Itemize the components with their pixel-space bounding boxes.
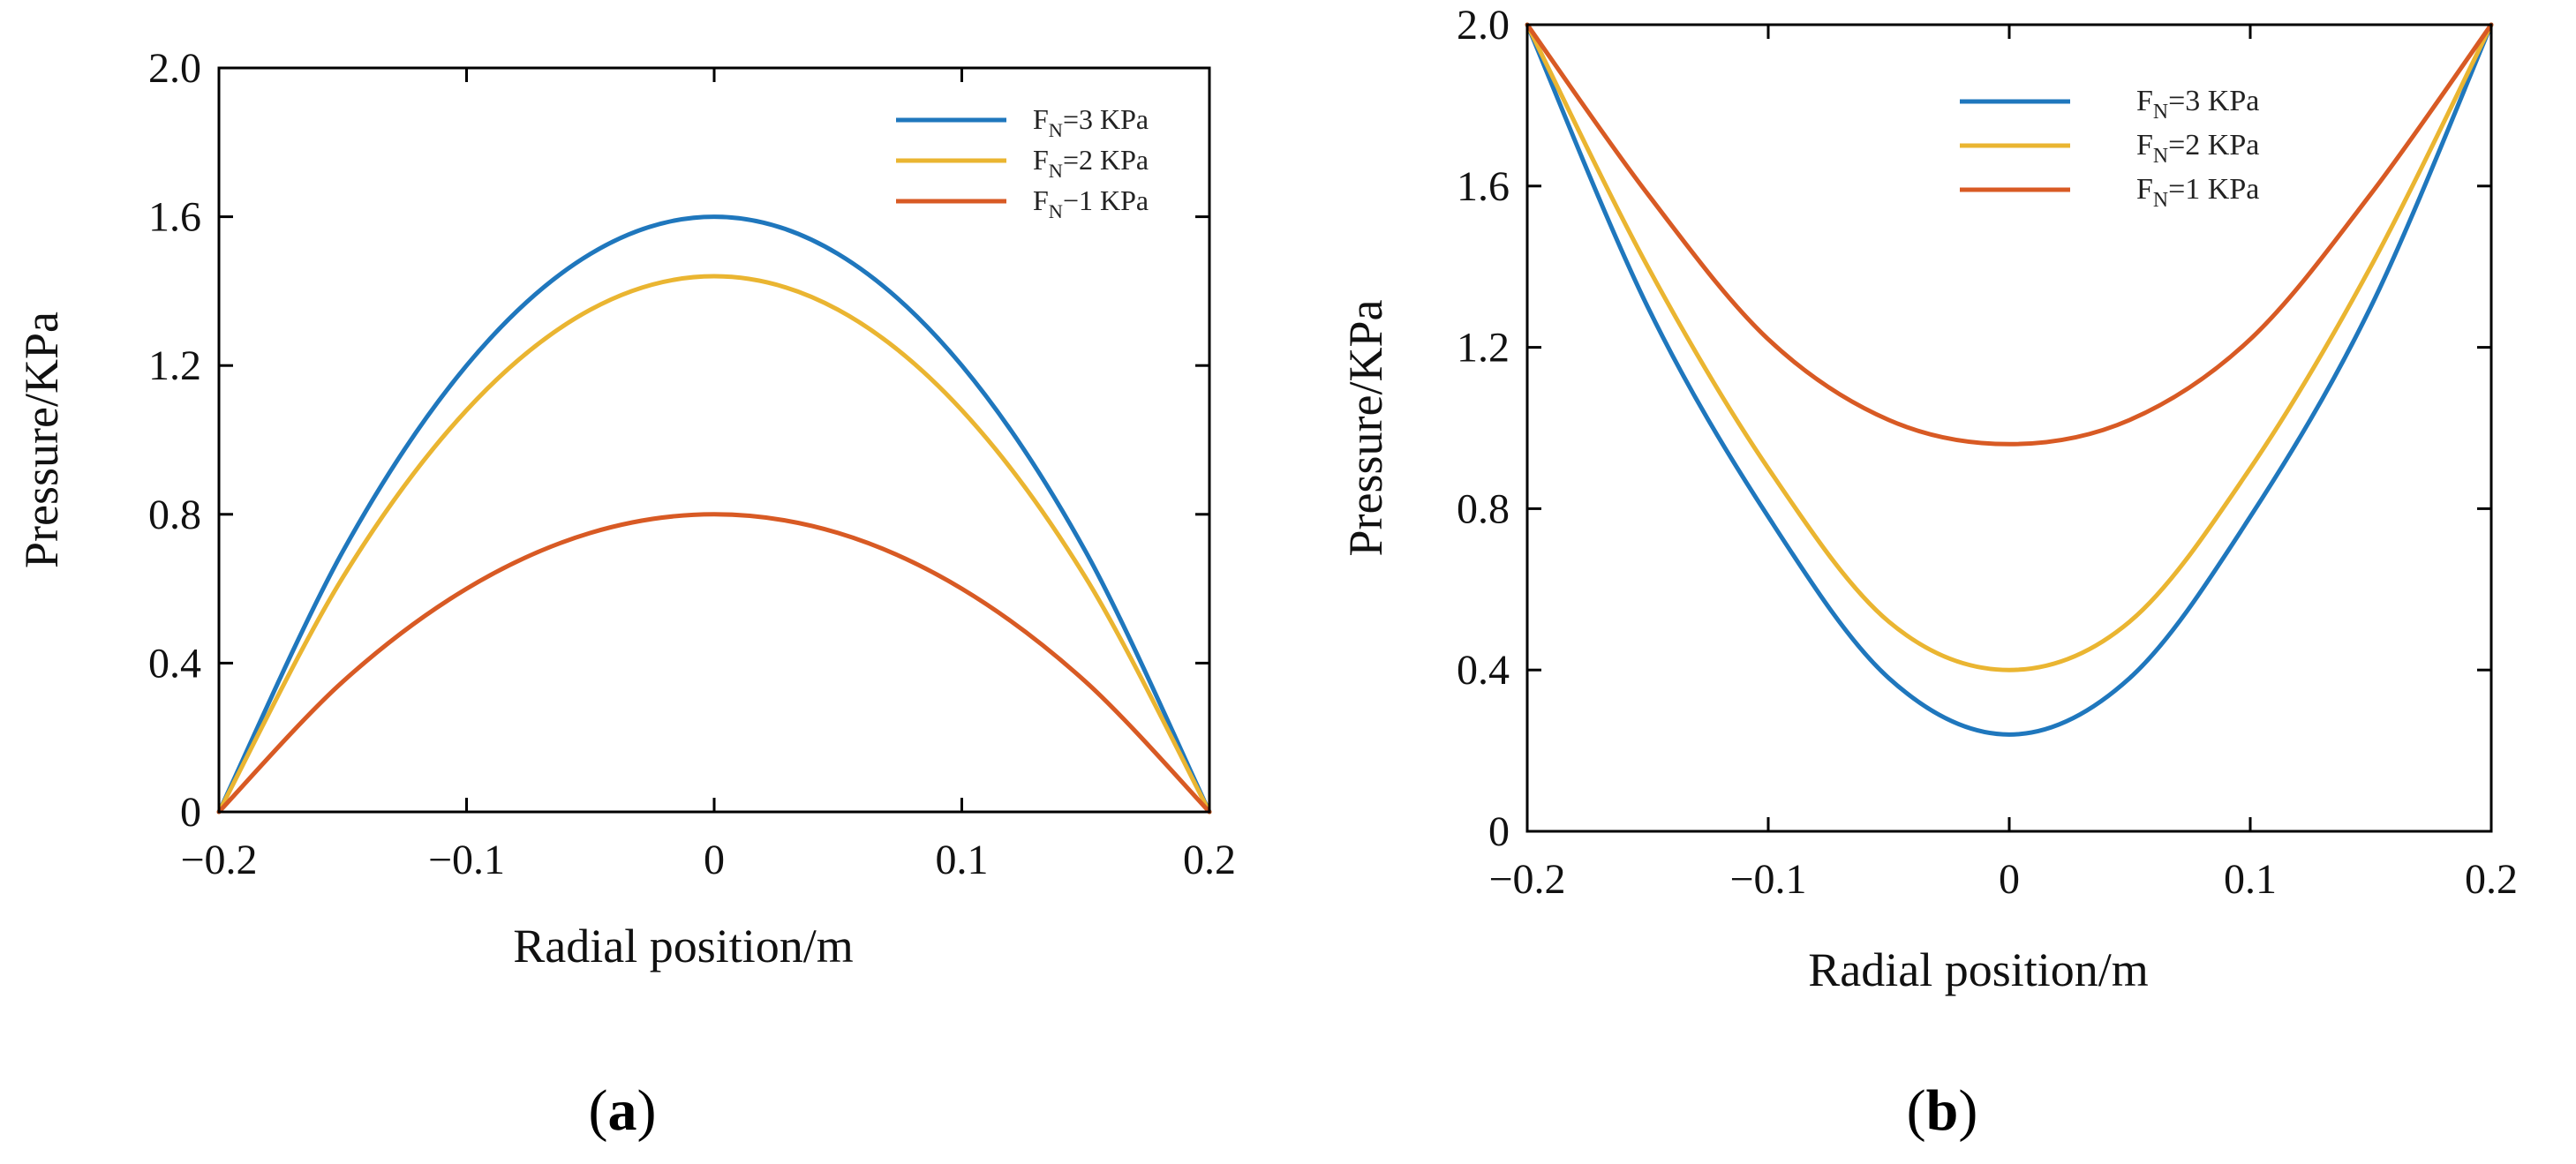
panel-label-close: ) bbox=[637, 1078, 657, 1143]
x-tick-label-a: 0 bbox=[704, 837, 725, 883]
y-tick-label-a: 0.8 bbox=[148, 492, 201, 538]
y-tick-label-b: 2.0 bbox=[1457, 2, 1510, 49]
x-tick-label-b: 0.2 bbox=[2465, 856, 2518, 903]
panel-label-open: ( bbox=[1907, 1078, 1926, 1143]
legend-label-rest: =2 KPa bbox=[1063, 144, 1149, 176]
series-line-a-1 bbox=[216, 214, 1212, 815]
y-tick-label-a: 0 bbox=[180, 789, 201, 836]
panel-label-close: ) bbox=[1958, 1078, 1977, 1143]
series-line-a-2 bbox=[216, 274, 1212, 815]
x-tick-label-a: 0.1 bbox=[936, 837, 989, 883]
legend-label-main: F bbox=[1033, 103, 1049, 135]
x-tick-label-b: 0.1 bbox=[2224, 856, 2277, 903]
legend-label-main: F bbox=[2136, 173, 2153, 206]
chart-panel-b: −0.2 −0.1 0 0.1 0.2 0 0.4 0.8 1.2 1.6 2.0 Radial po… bbox=[1339, 2, 2518, 1143]
legend-label-subscript: N bbox=[2153, 145, 2168, 168]
x-tick-label-b: 0 bbox=[1999, 856, 2020, 903]
y-tick-label-b: 0 bbox=[1488, 808, 1510, 855]
x-tick-label-a: 0.2 bbox=[1183, 837, 1236, 883]
legend-label-rest: =3 KPa bbox=[1063, 103, 1149, 135]
legend-label-main: F bbox=[2136, 129, 2153, 161]
y-axis-title-b: Pressure/KPa bbox=[1339, 299, 1392, 556]
series-line-a-3 bbox=[216, 512, 1212, 815]
legend-label-rest: −1 KPa bbox=[1063, 184, 1149, 216]
series-line-b-1 bbox=[1525, 22, 2494, 737]
legend-label-rest: =2 KPa bbox=[2168, 129, 2259, 161]
y-tick-label-a: 2.0 bbox=[148, 45, 201, 92]
legend-label-main: F bbox=[2136, 85, 2153, 117]
y-tick-label-b: 1.6 bbox=[1457, 163, 1510, 210]
legend-label-rest: =3 KPa bbox=[2168, 85, 2259, 117]
legend-label-b-3: FN=1 KPa bbox=[2136, 173, 2259, 212]
chart-panel-a: −0.2 −0.1 0 0.1 0.2 0 0.4 0.8 1.2 1.6 2.0 Radial po… bbox=[15, 45, 1236, 1143]
y-axis-title-a: Pressure/KPa bbox=[15, 312, 68, 568]
legend-label-subscript: N bbox=[1049, 160, 1063, 182]
legend-label-a-2: FN=2 KPa bbox=[1033, 144, 1149, 182]
legend-label-main: F bbox=[1033, 184, 1049, 216]
x-tick-label-a: −0.1 bbox=[428, 837, 505, 883]
series-line-b-3 bbox=[1525, 22, 2494, 447]
panel-label-letter: a bbox=[608, 1078, 637, 1143]
legend-label-subscript: N bbox=[2153, 101, 2168, 124]
y-tick-label-b: 0.8 bbox=[1457, 485, 1510, 532]
x-tick-label-b: −0.2 bbox=[1488, 856, 1565, 903]
legend-label-b-2: FN=2 KPa bbox=[2136, 129, 2259, 168]
legend-label-rest: =1 KPa bbox=[2168, 173, 2259, 206]
legend-label-subscript: N bbox=[1049, 119, 1063, 141]
x-tick-label-a: −0.2 bbox=[180, 837, 257, 883]
panel-label-open: ( bbox=[589, 1078, 608, 1143]
legend-label-subscript: N bbox=[1049, 200, 1063, 222]
y-tick-label-b: 0.4 bbox=[1457, 647, 1510, 694]
legend-label-subscript: N bbox=[2153, 189, 2168, 212]
y-tick-label-a: 1.6 bbox=[148, 194, 201, 241]
panel-label-letter: b bbox=[1926, 1078, 1959, 1143]
panel-label-b: (b) bbox=[1907, 1078, 1978, 1143]
panel-label-a: (a) bbox=[589, 1078, 657, 1143]
y-tick-label-a: 1.2 bbox=[148, 342, 201, 389]
x-axis-title-b: Radial position/m bbox=[1808, 943, 2149, 996]
y-tick-label-a: 0.4 bbox=[148, 640, 201, 687]
x-tick-label-b: −0.1 bbox=[1729, 856, 1806, 903]
legend-label-b-1: FN=3 KPa bbox=[2136, 85, 2259, 124]
x-axis-title-a: Radial position/m bbox=[513, 920, 854, 973]
legend-label-a-3: FN−1 KPa bbox=[1033, 184, 1149, 222]
y-tick-label-b: 1.2 bbox=[1457, 325, 1510, 372]
legend-label-main: F bbox=[1033, 144, 1049, 176]
legend-label-a-1: FN=3 KPa bbox=[1033, 103, 1149, 141]
series-line-b-2 bbox=[1525, 22, 2494, 672]
